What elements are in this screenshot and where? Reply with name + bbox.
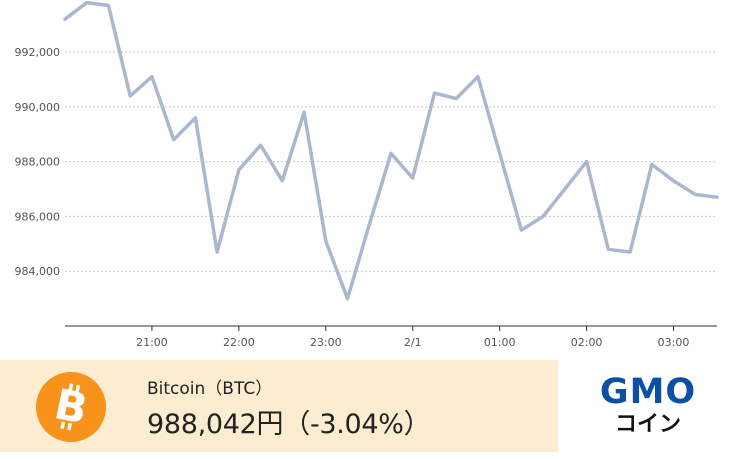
x-tick-label: 22:00 [223,336,255,349]
y-tick-label: 986,000 [15,210,61,223]
bitcoin-icon: B [36,372,106,442]
y-axis-ticks: 984,000 986,000 988,000 990,000 992,000 [15,46,61,278]
coin-name: Bitcoin（BTC） [147,379,273,399]
series-layer [63,0,719,301]
x-tick-label: 23:00 [310,336,342,349]
x-tick-label: 01:00 [484,336,516,349]
x-axis: 21:00 22:00 23:00 2/1 01:00 02:00 03:00 [65,325,717,349]
x-tick-label: 21:00 [136,336,168,349]
current-price: 988,042円（-3.04%） [147,409,431,440]
price-series-line [63,0,719,301]
logo-gmo-text: GMO [599,372,697,412]
y-tick-label: 990,000 [15,101,61,114]
y-tick-label: 992,000 [15,46,61,59]
x-tick-label: 2/1 [404,336,422,349]
x-tick-label: 03:00 [658,336,690,349]
y-grid [65,51,717,272]
price-line-chart: 984,000 986,000 988,000 990,000 992,000 21:0… [15,0,719,349]
y-tick-label: 984,000 [15,265,61,278]
price-info-panel: B Bitcoin（BTC） 988,042円（-3.04%） [0,360,558,452]
logo-coin-text: コイン [614,412,681,437]
x-tick-label: 02:00 [571,336,603,349]
y-tick-label: 988,000 [15,156,61,169]
ticker-footer: B Bitcoin（BTC） 988,042円（-3.04%） GMO コイン [0,360,740,460]
gmo-coin-logo: GMO コイン [576,372,720,444]
